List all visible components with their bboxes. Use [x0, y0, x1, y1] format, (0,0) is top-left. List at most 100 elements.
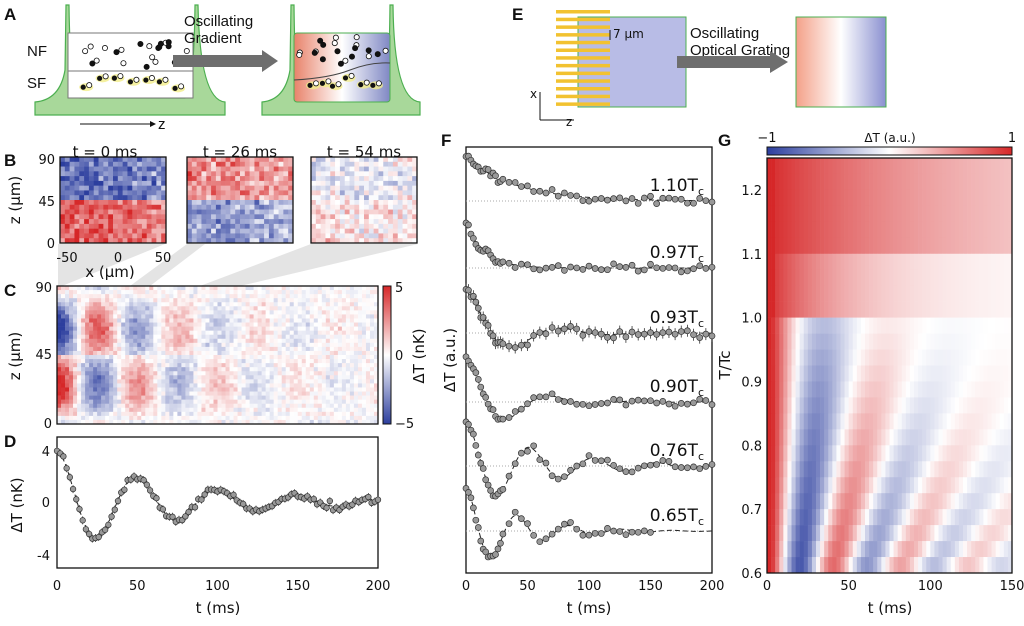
heatmap-cell [156, 224, 161, 229]
heatmap-cell [316, 200, 321, 205]
heatmap-cell [334, 327, 338, 331]
heatmap-cell [85, 286, 89, 290]
heatmap-cell [326, 343, 330, 347]
heatmap-cell [121, 286, 125, 290]
heatmap-cell [979, 206, 983, 222]
heatmap-cell [278, 392, 282, 396]
heatmap-cell [117, 290, 121, 294]
heatmap-cell [242, 359, 246, 363]
heatmap-cell [125, 286, 129, 290]
heatmap-cell [259, 176, 264, 181]
heatmap-cell [152, 224, 157, 229]
heatmap-cell [873, 206, 877, 222]
heatmap-cell [294, 331, 298, 335]
heatmap-cell [283, 171, 288, 176]
heatmap-cell [311, 195, 316, 200]
heatmap-cell [137, 392, 141, 396]
grating-stripe [556, 25, 610, 29]
data-point [506, 179, 512, 185]
heatmap-cell [282, 387, 286, 391]
heatmap-cell [853, 174, 857, 190]
heatmap-cell [89, 412, 93, 416]
heatmap-cell [209, 367, 213, 371]
heatmap-cell [302, 371, 306, 375]
heatmap-cell [779, 222, 783, 238]
heatmap-cell [69, 314, 73, 318]
heatmap-cell [153, 383, 157, 387]
heatmap-cell [274, 323, 278, 327]
heatmap-cell [197, 351, 201, 355]
heatmap-cell [350, 371, 354, 375]
heatmap-cell [378, 210, 383, 215]
heatmap-cell [314, 314, 318, 318]
heatmap-cell [366, 318, 370, 322]
heatmap-cell [254, 181, 259, 186]
heatmap-cell [201, 171, 206, 176]
heatmap-cell [358, 416, 362, 420]
heatmap-cell [85, 387, 89, 391]
heatmap-cell [873, 174, 877, 190]
heatmap-cell [113, 306, 117, 310]
heatmap-cell [282, 310, 286, 314]
heatmap-cell [346, 371, 350, 375]
heatmap-cell [133, 400, 137, 404]
heatmap-cell [350, 343, 354, 347]
heatmap-cell [262, 339, 266, 343]
heatmap-cell [787, 174, 791, 190]
heatmap-cell [238, 383, 242, 387]
heatmap-cell [346, 367, 350, 371]
heatmap-cell [779, 174, 783, 190]
heatmap-cell [93, 359, 97, 363]
heatmap-cell [209, 331, 213, 335]
data-point [654, 265, 660, 271]
data-point [518, 184, 524, 190]
heatmap-cell [161, 302, 165, 306]
heatmap-cell [857, 174, 861, 190]
heatmap-cell [388, 167, 393, 172]
heatmap-cell [345, 200, 350, 205]
heatmap-cell [388, 157, 393, 162]
heatmap-cell [354, 400, 358, 404]
heatmap-cell [222, 294, 226, 298]
heatmap-cell [205, 396, 209, 400]
heatmap-cell [201, 383, 205, 387]
heatmap-cell [77, 392, 81, 396]
heatmap-cell [240, 162, 245, 167]
heatmap-cell [69, 351, 73, 355]
heatmap-cell [246, 363, 250, 367]
heatmap-cell [258, 314, 262, 318]
heatmap-cell [218, 400, 222, 404]
heatmap-cell [189, 347, 193, 351]
heatmap-cell [934, 206, 938, 222]
heatmap-cell [117, 416, 121, 420]
heatmap-cell [967, 174, 971, 190]
heatmap-cell [103, 195, 108, 200]
heatmap-cell [274, 363, 278, 367]
particle [114, 50, 119, 55]
heatmap-cell [177, 363, 181, 367]
heatmap-cell [369, 162, 374, 167]
heatmap-cell [169, 327, 173, 331]
heatmap-cell [137, 347, 141, 351]
heatmap-cell [125, 310, 129, 314]
data-point [678, 196, 684, 202]
heatmap-cell [278, 314, 282, 318]
heatmap-cell [89, 351, 93, 355]
heatmap-cell [213, 371, 217, 375]
heatmap-cell [221, 233, 226, 238]
heatmap-cell [318, 359, 322, 363]
heatmap-cell [326, 367, 330, 371]
heatmap-cell [133, 306, 137, 310]
heatmap-cell [113, 314, 117, 318]
heatmap-cell [145, 323, 149, 327]
heatmap-cell [65, 387, 69, 391]
heatmap-cell [350, 214, 355, 219]
heatmap-cell [959, 174, 963, 190]
heatmap-cell [800, 174, 804, 190]
heatmap-cell [197, 233, 202, 238]
heatmap-cell [358, 343, 362, 347]
heatmap-cell [278, 412, 282, 416]
heatmap-cell [125, 339, 129, 343]
heatmap-cell [250, 408, 254, 412]
heatmap-cell [250, 375, 254, 379]
